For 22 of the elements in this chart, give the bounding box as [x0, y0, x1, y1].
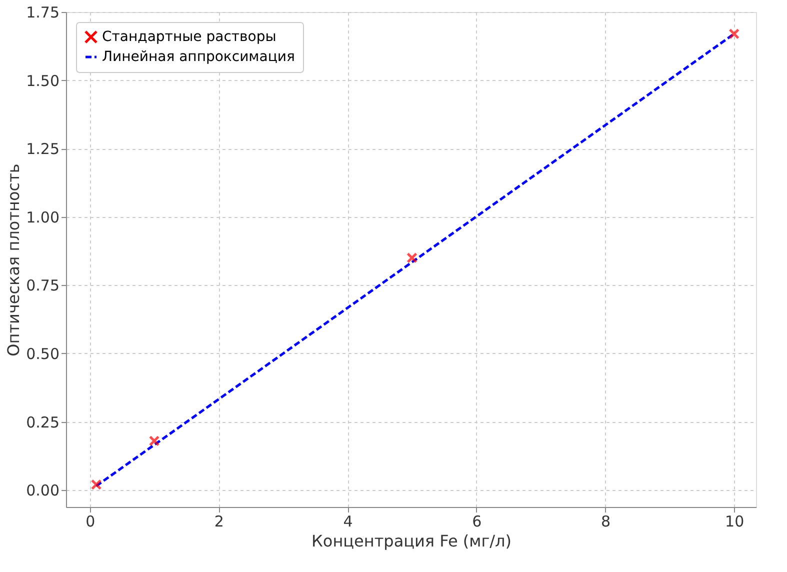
y-tick-label: 0.75 [26, 276, 60, 295]
point [406, 252, 418, 264]
y-tick-label: 0.25 [26, 413, 60, 432]
y-tick-label: 1.00 [26, 208, 60, 226]
point [728, 28, 740, 40]
y-tick-label: 1.75 [26, 4, 60, 22]
x-tick-label: 4 [343, 512, 353, 530]
point [90, 479, 102, 490]
x-tick-label: 2 [214, 512, 224, 530]
y-tick-label: 0.50 [26, 344, 60, 363]
legend-label: Стандартные растворы [102, 29, 276, 45]
point [148, 435, 160, 446]
y-axis-title: Оптическая плотность [4, 164, 24, 356]
x-axis-title: Концентрация Fe (мг/л) [312, 532, 512, 550]
y-tick-label: 1.25 [26, 140, 60, 158]
y-tick-label: 0.00 [26, 482, 60, 500]
x-tick-label: 8 [600, 512, 611, 530]
y-tick-label: 1.50 [26, 72, 60, 90]
x-tick-label: 10 [725, 512, 744, 530]
x-tick-label: 0 [86, 512, 96, 530]
legend-label: Линейная аппроксимация [102, 49, 295, 65]
x-tick-label: 6 [472, 512, 482, 530]
